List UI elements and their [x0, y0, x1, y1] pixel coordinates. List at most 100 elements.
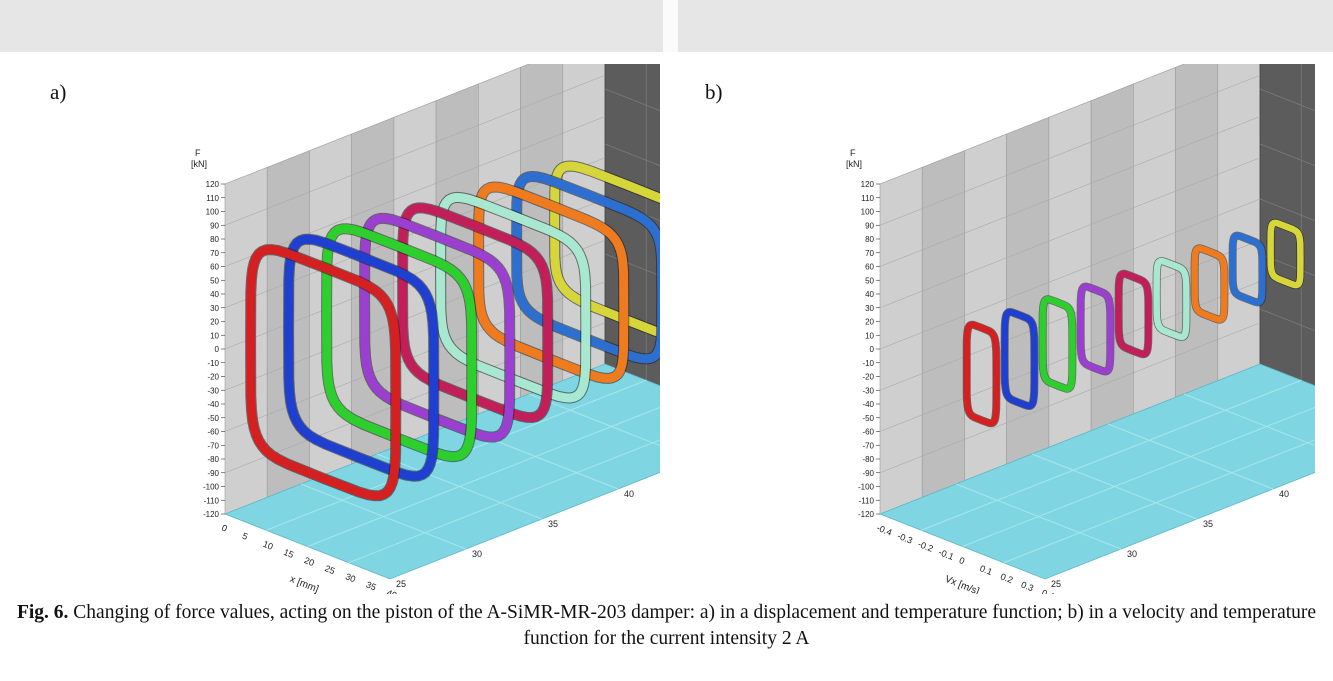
f-axis-label: F: [195, 148, 201, 158]
side-wall-gridline: [1259, 198, 1315, 222]
f-axis-tick-label: 30: [865, 304, 874, 313]
f-axis-tick-label: -10: [862, 359, 874, 368]
hysteresis-loop: [1229, 232, 1266, 306]
f-axis-tick-label: 70: [865, 249, 874, 258]
hysteresis-loop: [322, 224, 477, 462]
side-wall-gridline: [604, 88, 660, 112]
back-wall-strip: [1217, 64, 1261, 382]
x-axis-label: Vx [m/s]: [943, 574, 981, 594]
hysteresis-loop: [1039, 296, 1076, 392]
f-axis-tick-label: -70: [862, 441, 874, 450]
x-axis-tick-label: 0.2: [999, 571, 1014, 585]
back-wall-gridline: [879, 198, 1261, 350]
x-axis-tick-label: 0: [958, 555, 966, 566]
f-axis-tick-label: 110: [206, 194, 219, 203]
floor-gridline: [1003, 439, 1315, 564]
x-axis-label: x [mm]: [288, 574, 320, 594]
f-axis-tick-label: 70: [210, 249, 219, 258]
f-axis-tick-label: 40: [865, 290, 874, 299]
x-axis-tick-label: 20: [303, 555, 316, 568]
f-axis-tick-label: 20: [210, 318, 219, 327]
f-axis-tick-label: -10: [207, 359, 219, 368]
f-axis-tick-label: -120: [858, 510, 875, 519]
back-wall-strip: [1175, 64, 1219, 398]
x-axis-tick-label: -0.2: [917, 539, 935, 554]
f-axis-tick-label: 40: [210, 290, 219, 299]
figure-caption: Fig. 6. Changing of force values, acting…: [14, 600, 1319, 652]
f-axis-tick-label: 0: [870, 345, 875, 354]
f-axis-tick-label: 60: [865, 263, 874, 272]
hysteresis-loop: [398, 203, 553, 422]
x-axis-tick-label: -0.1: [937, 547, 955, 562]
f-axis-tick-label: 30: [210, 304, 219, 313]
f-axis-tick-label: 90: [210, 221, 219, 230]
floor-gridline: [962, 406, 1315, 547]
f-axis-tick-label: 80: [210, 235, 219, 244]
side-wall-gridline: [1259, 143, 1315, 167]
caption-text: Changing of force values, acting on the …: [73, 602, 1317, 649]
f-axis-tick-label: 90: [865, 221, 874, 230]
f-axis-tick-label: -60: [207, 428, 219, 437]
x-axis-tick-label: 15: [282, 547, 295, 560]
f-axis-tick-label: -50: [207, 414, 219, 423]
f-axis-tick-label: 110: [861, 194, 874, 203]
hysteresis-loop: [963, 321, 1000, 427]
t-axis-tick-label: 30: [1127, 549, 1137, 559]
f-axis-tick-label: 100: [861, 208, 875, 217]
x-axis-tick-label: -0.4: [875, 523, 893, 538]
side-wall-gridline: [604, 143, 660, 167]
hysteresis-loop: [1267, 219, 1304, 289]
hysteresis-loop: [246, 245, 401, 501]
f-axis-tick-label: 120: [861, 180, 875, 189]
x-axis-tick-label: 0: [220, 523, 228, 534]
chart-a: -120-110-100-90-80-70-60-50-40-30-20-100…: [191, 64, 660, 594]
f-axis-tick-label: -110: [859, 496, 875, 505]
t-axis-tick-label: 35: [548, 519, 558, 529]
side-wall-gridline: [1259, 253, 1315, 277]
f-axis-tick-label: -110: [204, 496, 220, 505]
f-axis-tick-label: -40: [862, 400, 874, 409]
hysteresis-loop: [1077, 283, 1114, 375]
back-wall-gridline: [879, 322, 1261, 474]
hysteresis-loop: [550, 161, 660, 338]
f-axis-tick-label: -100: [203, 483, 220, 492]
top-bar-right: [678, 0, 1333, 52]
hysteresis-loop: [1191, 245, 1228, 323]
f-axis-tick-label: 20: [865, 318, 874, 327]
x-axis-tick-label: 35: [365, 579, 378, 592]
caption-label: Fig. 6.: [16, 602, 69, 623]
f-axis-tick-label: -90: [862, 469, 874, 478]
f-axis-tick-label: -20: [862, 373, 874, 382]
f-axis-tick-label: 100: [206, 208, 220, 217]
f-axis-tick-label: -80: [862, 455, 874, 464]
subfigure-b-label: b): [705, 80, 723, 104]
f-axis-tick-label: 50: [210, 276, 219, 285]
f-axis-tick-label: -40: [207, 400, 219, 409]
t-axis-tick-label: 40: [624, 489, 634, 499]
f-axis-tick-label: 0: [215, 345, 220, 354]
f-axis-tick-label: -60: [862, 428, 874, 437]
x-axis-tick-label: 40: [385, 588, 398, 594]
side-wall-gridline: [1259, 88, 1315, 112]
floor-gridline: [348, 439, 660, 564]
back-wall-gridline: [224, 116, 606, 267]
t-axis-tick-label: 25: [1051, 579, 1061, 589]
x-axis-tick-label: 0.3: [1020, 579, 1035, 593]
x-axis-tick-label: 0.4: [1040, 588, 1055, 594]
f-axis-tick-label: 120: [206, 180, 220, 189]
f-axis-tick-label: 10: [865, 331, 874, 340]
f-axis-label: F: [850, 148, 856, 158]
f-axis-unit: [kN]: [846, 159, 862, 169]
f-axis-tick-label: -50: [862, 414, 874, 423]
back-wall-gridline: [879, 157, 1261, 309]
t-axis-tick-label: 25: [396, 579, 406, 589]
back-wall-gridline: [879, 116, 1261, 267]
x-axis-tick-label: -0.3: [896, 531, 914, 546]
f-axis-tick-label: -20: [207, 373, 219, 382]
x-axis-tick-label: 25: [323, 563, 336, 576]
hysteresis-loop: [1001, 308, 1038, 410]
x-axis-tick-label: 10: [262, 539, 275, 552]
hysteresis-loop: [1153, 257, 1190, 341]
f-axis-unit: [kN]: [191, 159, 207, 169]
f-axis-tick-label: -30: [862, 386, 874, 395]
